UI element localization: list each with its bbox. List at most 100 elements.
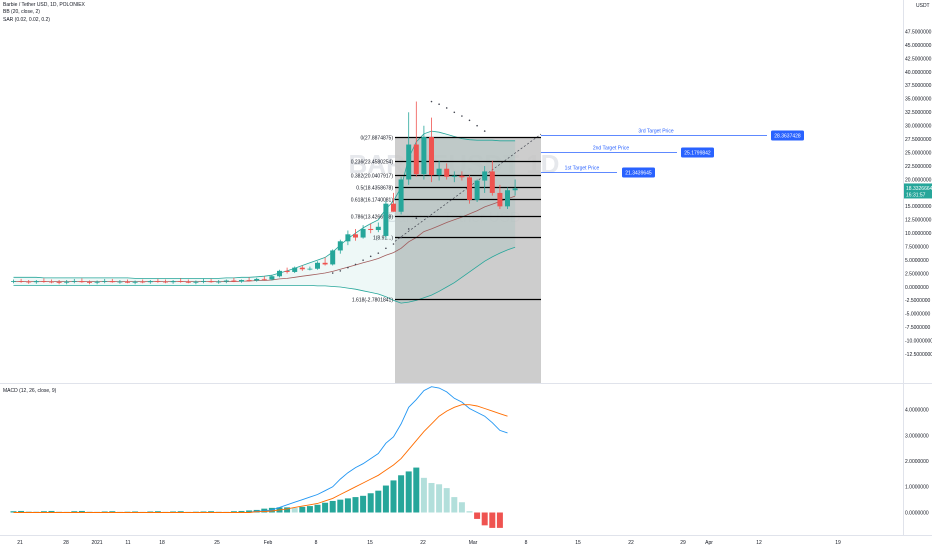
candle-body	[254, 278, 260, 281]
candle-body	[155, 281, 161, 282]
macd-histogram-bar	[291, 507, 298, 513]
macd-histogram-bar	[344, 498, 351, 513]
candle-body	[246, 280, 252, 281]
fib-level-label: 0.236(23.4580254)	[351, 159, 394, 165]
last-price-value: 18.3326664	[906, 186, 932, 192]
candle-body	[71, 281, 77, 282]
macd-histogram-bar	[40, 511, 47, 513]
sar-dot	[331, 272, 334, 274]
candle-body	[94, 281, 100, 283]
candle-body	[239, 280, 244, 282]
target-title: 3rd Target Price	[638, 129, 673, 135]
sar-dot	[362, 259, 364, 261]
sar-dot	[347, 266, 349, 269]
candle-body	[375, 226, 381, 231]
candle-body	[79, 281, 85, 283]
time-axis-label: Feb	[264, 540, 273, 546]
macd-histogram-bar	[337, 499, 344, 513]
candle-body	[223, 280, 229, 282]
candle-body	[459, 175, 465, 178]
macd-histogram-bar	[208, 511, 215, 513]
sar-dot	[461, 115, 463, 117]
candle-body	[383, 203, 389, 236]
bb-lower-line	[13, 246, 516, 304]
macd-axis-label: 0.0000000	[905, 510, 929, 516]
sar-dot	[392, 243, 395, 245]
time-axis-label: 2021	[91, 540, 102, 546]
fib-level-label: 0(27.8874875)	[360, 135, 393, 141]
macd-histogram-bar	[25, 511, 32, 513]
target-badge	[681, 147, 714, 158]
sar-dot	[339, 270, 342, 272]
sar-dot	[476, 124, 478, 127]
macd-histogram-bar	[413, 467, 420, 513]
candle-body	[505, 190, 510, 207]
candle-body	[292, 267, 298, 272]
macd-histogram-bar	[215, 511, 222, 513]
candle-body	[201, 281, 206, 282]
price-axis-label: 42.5000000	[905, 56, 932, 62]
target-title: 2nd Target Price	[593, 146, 630, 152]
price-axis-label: 45.0000000	[905, 43, 932, 49]
price-axis-label: 10.0000000	[905, 231, 932, 237]
macd-histogram-bar	[71, 511, 78, 513]
currency-label: USDT	[916, 3, 930, 9]
price-axis-label: -5.0000000	[905, 312, 931, 318]
candle-body	[474, 180, 480, 200]
macd-histogram-bar	[481, 512, 488, 526]
target-value: 21.3439645	[625, 170, 652, 176]
sar-dot	[445, 107, 448, 109]
price-axis-label: 0.0000000	[905, 285, 929, 291]
candle-body	[353, 234, 358, 238]
fib-level-label: 0.786(13.4266998)	[351, 214, 394, 220]
target-value: 28.3637428	[774, 133, 801, 139]
sar-dot	[415, 217, 418, 219]
macd-axis-label: 3.0000000	[905, 433, 929, 439]
price-axis-label: 30.0000000	[905, 124, 932, 130]
sar-dot	[468, 119, 471, 122]
candle-body	[102, 281, 108, 282]
candle-body	[451, 175, 457, 177]
price-axis-label: 35.0000000	[905, 97, 932, 103]
candle-body	[391, 203, 396, 212]
candle-body	[64, 281, 70, 283]
macd-histogram-bar	[78, 510, 85, 513]
time-axis-label: 22	[420, 540, 426, 546]
candle-body	[497, 192, 503, 207]
candle-body	[216, 281, 222, 283]
price-axis-label: 20.0000000	[905, 177, 932, 183]
macd-histogram-bar	[299, 506, 306, 513]
price-axis-label: 47.5000000	[905, 29, 932, 35]
candle-body	[444, 168, 450, 177]
candle-body	[337, 241, 343, 251]
macd-histogram-bar	[496, 512, 503, 528]
chart-title: Barbie / Tether USD, 1D, POLONIEX	[3, 2, 85, 8]
macd-histogram-bar	[466, 511, 473, 513]
candle-body	[261, 278, 267, 280]
candle-body	[269, 276, 275, 280]
macd-histogram-bar	[360, 495, 367, 513]
candle-body	[482, 171, 488, 181]
candle-body	[436, 168, 442, 176]
time-axis-label: 12	[756, 540, 762, 546]
macd-histogram-bar	[451, 497, 458, 513]
price-axis-label: 2.5000000	[905, 271, 929, 277]
candle-body	[117, 281, 123, 283]
candle-body	[26, 281, 32, 283]
price-axis-label: 12.5000000	[905, 218, 932, 224]
macd-histogram-bar	[170, 511, 177, 513]
candle-body	[170, 281, 176, 283]
fib-level-label: 1(8.91...)	[373, 235, 393, 241]
candle-body	[330, 250, 336, 265]
time-axis-label: 25	[214, 540, 220, 546]
time-axis-label: 19	[835, 540, 841, 546]
macd-histogram-bar	[200, 511, 207, 513]
fib-level-label: 0.618(16.1740081)	[351, 197, 394, 203]
macd-histogram-bar	[398, 475, 405, 513]
time-axis-label: 8	[315, 540, 318, 546]
sar-dot	[483, 130, 486, 132]
candle-body	[163, 281, 168, 283]
candle-body	[109, 281, 115, 283]
